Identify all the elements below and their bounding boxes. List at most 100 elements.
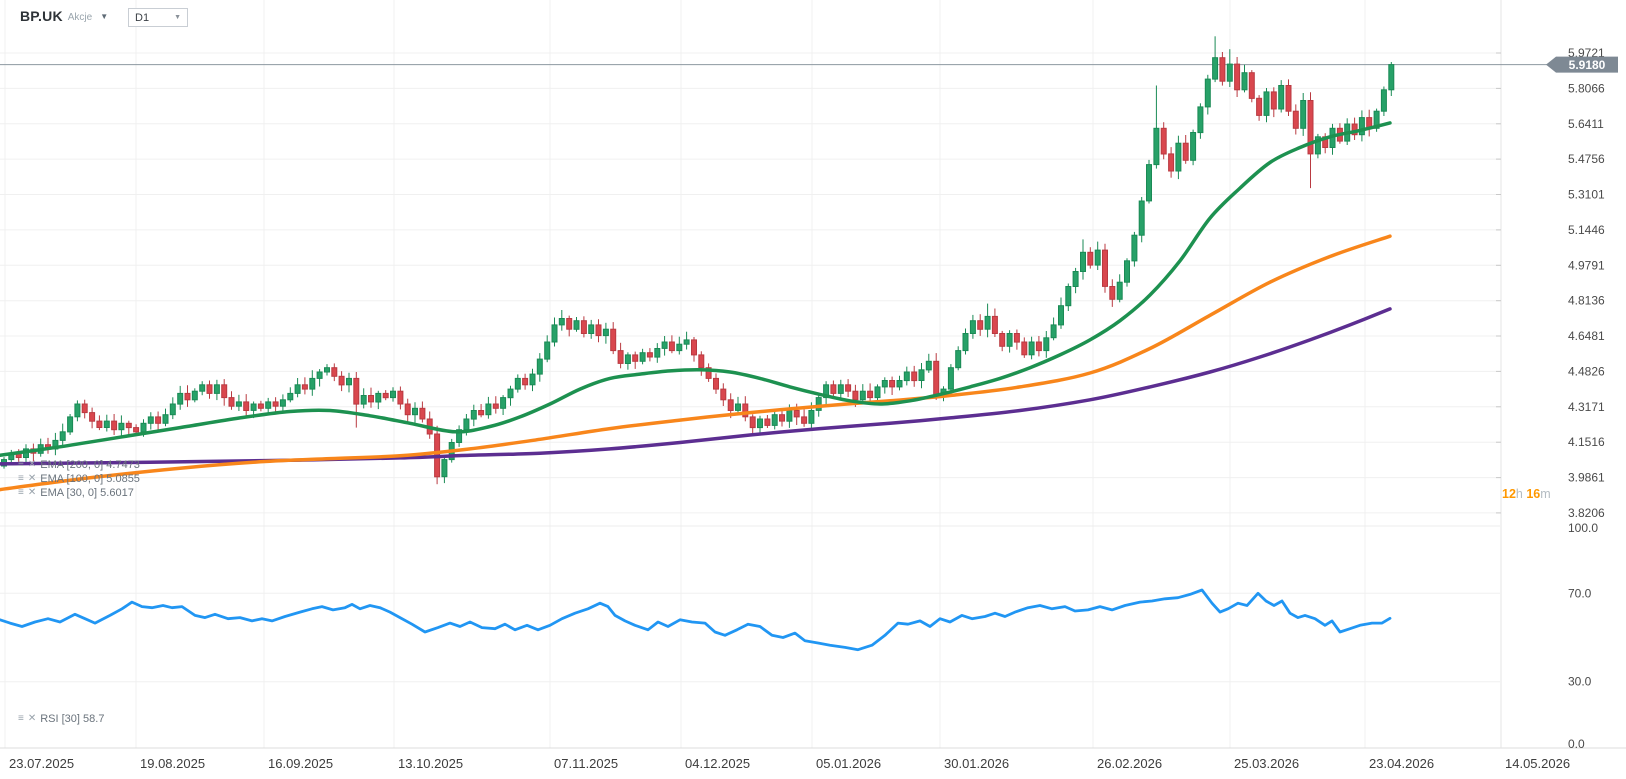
candle-body: [221, 384, 228, 399]
candle-body: [1263, 91, 1270, 116]
candle-body: [390, 390, 396, 399]
indicator-value: 58.7: [83, 712, 105, 725]
candle-body: [933, 360, 940, 396]
candle-body: [1124, 260, 1130, 283]
date-axis-label: 26.02.2026: [1097, 756, 1162, 771]
indicator-name: RSI [30]: [40, 712, 80, 725]
candle-body: [1102, 249, 1108, 287]
indicator-legend-ema-30: ≡ ✕ EMA [30, 0] 5.6017: [18, 486, 134, 499]
candle-body: [661, 341, 668, 349]
market-type-label: Akcje: [67, 11, 93, 23]
candle-body: [169, 403, 176, 416]
candle-body: [338, 375, 345, 386]
date-axis-label: 23.07.2025: [9, 756, 74, 771]
price-axis-label: 5.4756: [1568, 152, 1605, 166]
candle-body: [698, 354, 705, 369]
candle-body: [984, 315, 991, 330]
candle-body: [536, 358, 543, 375]
candle-body: [111, 420, 118, 431]
candle-body: [1204, 78, 1211, 108]
countdown-minutes-unit: m: [1540, 487, 1551, 501]
candle-body: [59, 431, 66, 441]
instrument-header[interactable]: BP.UK Akcje ▼: [20, 8, 108, 24]
price-axis-label: 3.9861: [1568, 471, 1605, 485]
candle-body: [500, 397, 507, 409]
symbol-dropdown-caret-icon[interactable]: ▼: [100, 11, 109, 21]
candle-body: [1219, 57, 1226, 82]
candle-body: [133, 427, 140, 433]
rsi-axis-label: 70.0: [1568, 586, 1592, 600]
candle-body: [1314, 136, 1321, 155]
candle-body: [265, 401, 272, 409]
candle-body: [801, 416, 808, 424]
price-axis[interactable]: 5.9721 5.8066 5.6411 5.4756 5.3101 5.1446 4.97…: [1496, 46, 1605, 520]
price-axis-label: 4.6481: [1568, 329, 1605, 343]
countdown-hours-unit: h: [1515, 487, 1523, 501]
rsi-axis[interactable]: 100.0 70.0 30.0 0.0: [1568, 521, 1598, 751]
candle-body: [529, 373, 536, 386]
current-price-badge: 5.9180: [1546, 56, 1618, 73]
indicator-remove-icon[interactable]: ✕: [27, 459, 37, 470]
candle-body: [1035, 341, 1042, 352]
price-axis-label: 4.9791: [1568, 258, 1605, 272]
candle-body: [595, 324, 602, 337]
candle-body: [551, 324, 558, 343]
candle-body: [96, 420, 103, 429]
candle-body: [617, 350, 624, 364]
date-axis-label: 19.08.2025: [140, 756, 205, 771]
candle-body: [441, 459, 448, 478]
candle-body: [478, 410, 485, 416]
candle-body: [676, 343, 683, 352]
candle-body: [368, 395, 374, 403]
candle-body: [243, 401, 250, 411]
countdown-hours: 12: [1502, 487, 1516, 501]
candle-body: [977, 320, 984, 330]
indicator-name: EMA [200, 0]: [40, 458, 104, 471]
candle-body: [1116, 281, 1123, 300]
candle-body: [147, 416, 154, 424]
indicator-menu-icon[interactable]: ≡: [18, 459, 24, 470]
date-axis[interactable]: 23.07.2025 19.08.2025 16.09.2025 13.10.2025…: [9, 756, 1570, 771]
candle-body: [947, 367, 954, 390]
candle-body: [1234, 63, 1241, 91]
candle-body: [683, 339, 690, 345]
candle-body: [228, 397, 235, 407]
price-axis-label: 5.3101: [1568, 188, 1605, 202]
indicator-label: RSI [30] 58.7: [40, 713, 104, 725]
indicator-legend-ema-100: ≡ ✕ EMA [100, 0] 5.0855: [18, 472, 140, 485]
indicator-remove-icon[interactable]: ✕: [27, 473, 37, 484]
candle-body: [118, 422, 125, 431]
candle-body: [713, 377, 719, 390]
candle-body: [235, 401, 242, 407]
indicator-label: EMA [100, 0] 5.0855: [40, 473, 140, 485]
candle-body: [1138, 200, 1145, 236]
candle-body: [404, 403, 411, 416]
indicator-remove-icon[interactable]: ✕: [27, 487, 37, 498]
date-axis-label: 05.01.2026: [816, 756, 881, 771]
candle-countdown: 12h 16m: [1502, 487, 1551, 501]
candle-body: [573, 320, 580, 330]
candle-body: [779, 414, 785, 422]
ema-30-line: [0, 121, 1392, 458]
indicator-menu-icon[interactable]: ≡: [18, 487, 24, 498]
candle-body: [852, 390, 859, 401]
candle-body: [331, 367, 338, 377]
candle-body: [184, 392, 191, 401]
indicator-menu-icon[interactable]: ≡: [18, 713, 24, 724]
candle-body: [1109, 286, 1116, 300]
candle-body: [125, 422, 132, 429]
candle-body: [771, 414, 778, 426]
candle-body: [272, 401, 279, 407]
indicator-legend-rsi: ≡ ✕ RSI [30] 58.7: [18, 712, 104, 725]
date-axis-label: 16.09.2025: [268, 756, 333, 771]
candle-body: [397, 390, 404, 405]
candle-body: [492, 403, 499, 409]
indicator-menu-icon[interactable]: ≡: [18, 473, 24, 484]
candle-body: [309, 377, 316, 390]
timeframe-select[interactable]: D1 ▼: [128, 8, 188, 27]
candle-body: [837, 384, 844, 394]
indicator-remove-icon[interactable]: ✕: [27, 713, 37, 724]
candle-body: [955, 350, 962, 369]
